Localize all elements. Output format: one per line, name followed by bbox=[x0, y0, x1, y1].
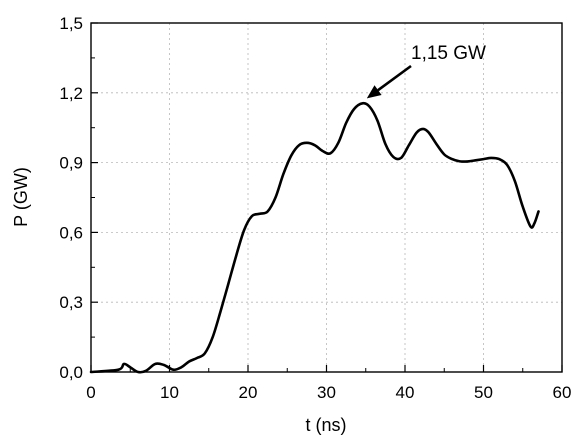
series-line bbox=[89, 101, 540, 374]
x-tick-label: 0 bbox=[86, 383, 95, 402]
y-tick-labels: 0,0 0,3 0,6 0,9 1,2 1,5 bbox=[59, 14, 83, 382]
x-tick-labels: 0 10 20 30 40 50 60 bbox=[86, 383, 571, 402]
y-tick-label: 0,6 bbox=[59, 223, 83, 242]
x-tick-label: 60 bbox=[553, 383, 572, 402]
y-tick-label: 1,2 bbox=[59, 84, 83, 103]
x-tick-label: 30 bbox=[317, 383, 336, 402]
y-tick-label: 0,0 bbox=[59, 363, 83, 382]
x-tick-label: 40 bbox=[396, 383, 415, 402]
x-axis-title: t (ns) bbox=[305, 415, 346, 435]
y-tick-label: 0,3 bbox=[59, 293, 83, 312]
annotation: 1,15 GW bbox=[366, 43, 486, 99]
annotation-arrow-line bbox=[377, 64, 412, 92]
grid bbox=[91, 23, 562, 372]
y-tick-label: 0,9 bbox=[59, 154, 83, 173]
annotation-arrow-head bbox=[366, 85, 382, 99]
annotation-label: 1,15 GW bbox=[411, 43, 486, 64]
y-tick-label: 1,5 bbox=[59, 14, 83, 33]
x-tick-label: 10 bbox=[160, 383, 179, 402]
y-axis-title: P (GW) bbox=[11, 167, 31, 227]
x-tick-label: 50 bbox=[474, 383, 493, 402]
x-tick-label: 20 bbox=[239, 383, 258, 402]
